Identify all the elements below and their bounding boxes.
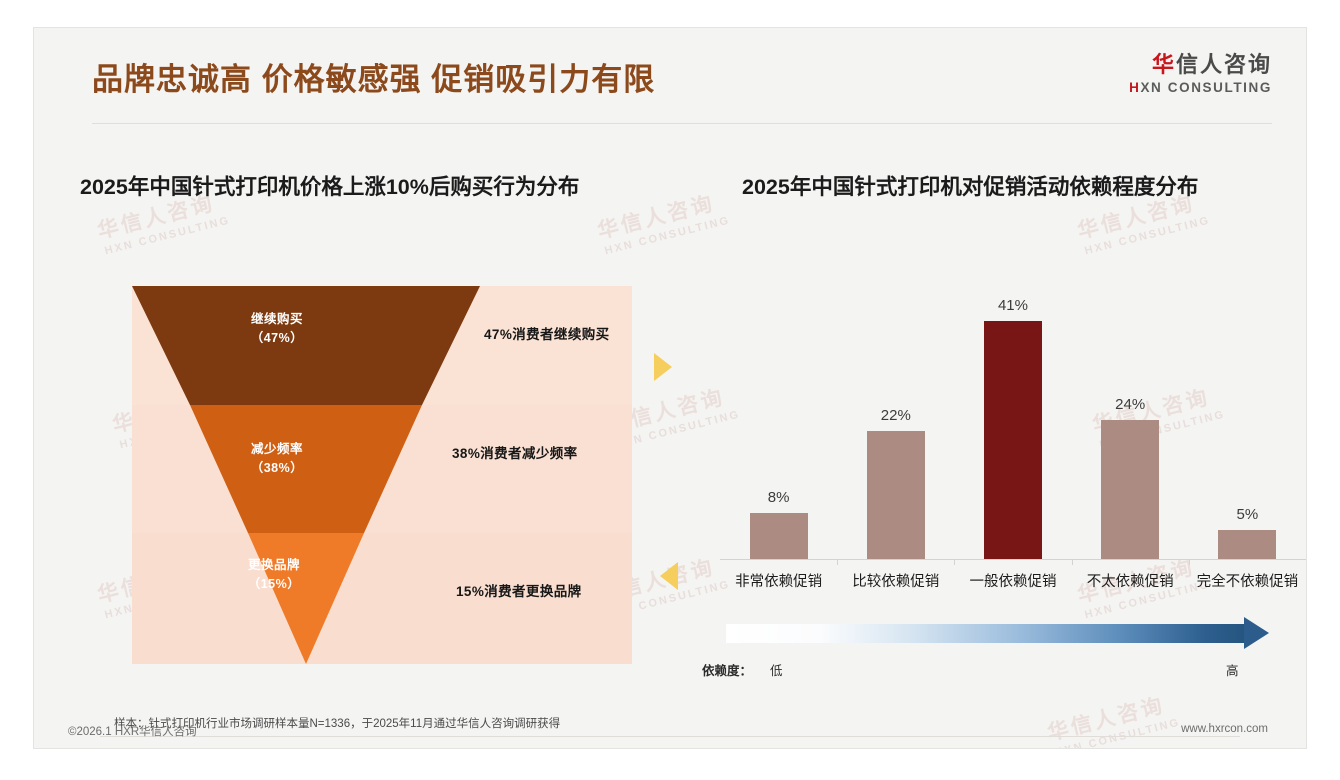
triangle-left-icon	[660, 562, 678, 590]
funnel-stage-name-2: 更换品牌	[247, 558, 300, 572]
bar-category-label-0: 非常依赖促销	[735, 574, 823, 590]
bar-chart: 8% 22% 41% 24% 5% 非常依赖促销 比较依赖促销 一般依赖促销 不太依赖促销 完全…	[720, 286, 1306, 590]
bar-value-label-4: 5%	[1236, 506, 1259, 523]
funnel-stage-pct-1: （38%）	[250, 460, 304, 475]
bar-value-label-1: 22%	[880, 407, 911, 424]
bar-category-label-2: 一般依赖促销	[969, 574, 1057, 590]
funnel-note-1: 38%消费者减少频率	[452, 446, 578, 461]
slide-header: 品牌忠诚高 价格敏感强 促销吸引力有限 华信人咨询 HXN CONSULTING	[34, 28, 1306, 124]
right-chart-title: 2025年中国针式打印机对促销活动依赖程度分布	[742, 175, 1199, 199]
watermark: 华信人咨询 HXN CONSULTING	[594, 184, 731, 257]
header-divider	[92, 123, 1272, 124]
footer-divider	[100, 736, 1240, 737]
bar-category-label-1: 比较依赖促销	[852, 574, 940, 590]
bar-value-label-3: 24%	[1115, 396, 1146, 413]
bar-rect-4[interactable]	[1218, 530, 1277, 559]
gradient-fill	[726, 624, 1246, 643]
gradient-legend-title: 依赖度：	[702, 664, 753, 678]
bar-category-label-3: 不太依赖促销	[1086, 574, 1174, 590]
bar-axis-tick-4	[1188, 559, 1190, 565]
watermark-en: HXN CONSULTING	[603, 214, 732, 258]
left-chart-title: 2025年中国针式打印机价格上涨10%后购买行为分布	[80, 175, 580, 199]
bar-rect-3[interactable]	[1101, 420, 1160, 559]
slide-footer: ©2026.1 HXR华信人咨询 www.hxrcon.com	[34, 712, 1306, 748]
sample-note: 样本：针式打印机行业市场调研样本量N=1336，于2025年11月通过华信人咨询…	[114, 718, 561, 730]
page-title: 品牌忠诚高 价格敏感强 促销吸引力有限	[92, 62, 656, 97]
arrow-right-icon	[1244, 617, 1269, 649]
bar-rect-1[interactable]	[866, 431, 925, 559]
funnel-segment-2	[248, 533, 364, 664]
funnel-stage-label-0: 继续购买 （47%）	[197, 310, 357, 348]
logo-cn-highlight: 华	[1151, 52, 1176, 77]
bar-axis-tick-1	[837, 559, 839, 565]
bar-column-1[interactable]: 22%	[837, 286, 954, 559]
copyright-text: ©2026.1 HXR华信人咨询	[68, 726, 197, 738]
bar-column-2[interactable]: 41%	[954, 286, 1071, 559]
bar-rect-2[interactable]	[983, 321, 1042, 559]
funnel-segment-1	[190, 405, 422, 533]
funnel-stage-label-2: 更换品牌 （15%）	[199, 556, 349, 594]
logo-en-rest: XN CONSULTING	[1140, 80, 1272, 95]
funnel-note-0: 47%消费者继续购买	[484, 327, 610, 342]
bar-rect-0[interactable]	[749, 513, 808, 559]
funnel-stage-pct-2: （15%）	[247, 576, 301, 591]
bar-value-label-2: 41%	[997, 297, 1028, 314]
dependency-gradient-bar	[726, 617, 1286, 649]
watermark-en: HXN CONSULTING	[1083, 214, 1212, 258]
bar-axis-tick-2	[954, 559, 956, 565]
funnel-segment-0	[132, 286, 480, 405]
funnel-stage-pct-0: （47%）	[250, 330, 304, 345]
gradient-legend-labels: 依赖度： 低 高	[702, 660, 1302, 680]
slide-canvas: 华信人咨询 HXN CONSULTING 华信人咨询 HXN CONSULTIN…	[33, 27, 1307, 749]
logo-text-cn: 华信人咨询	[1129, 54, 1272, 76]
funnel-note-2: 15%消费者更换品牌	[456, 584, 582, 599]
funnel-shape-svg	[132, 286, 480, 664]
bar-axis-line	[720, 559, 1306, 560]
funnel-band-2	[132, 533, 632, 664]
logo-cn-rest: 信人咨询	[1175, 52, 1272, 77]
bar-value-label-0: 8%	[767, 489, 790, 506]
bar-column-4[interactable]: 5%	[1189, 286, 1306, 559]
watermark-en: HXN CONSULTING	[103, 214, 232, 258]
company-logo: 华信人咨询 HXN CONSULTING	[1129, 54, 1272, 95]
logo-en-highlight: H	[1129, 80, 1141, 95]
triangle-right-icon	[654, 353, 672, 381]
funnel-chart	[132, 286, 632, 664]
funnel-stage-name-1: 减少频率	[250, 442, 303, 456]
bar-column-0[interactable]: 8%	[720, 286, 837, 559]
funnel-stage-name-0: 继续购买	[250, 312, 303, 326]
logo-text-en: HXN CONSULTING	[1129, 81, 1272, 95]
bar-column-3[interactable]: 24%	[1072, 286, 1189, 559]
bar-plot-area: 8% 22% 41% 24% 5%	[720, 286, 1306, 559]
gradient-high-label: 高	[1226, 664, 1239, 678]
gradient-low-label: 低	[770, 664, 783, 678]
funnel-stage-label-1: 减少频率 （38%）	[197, 440, 357, 478]
bar-category-label-4: 完全不依赖促销	[1196, 574, 1299, 590]
watermark-cn: 华信人咨询	[595, 191, 718, 244]
website-link[interactable]: www.hxrcon.com	[1181, 723, 1268, 735]
bar-axis-tick-3	[1071, 559, 1073, 565]
